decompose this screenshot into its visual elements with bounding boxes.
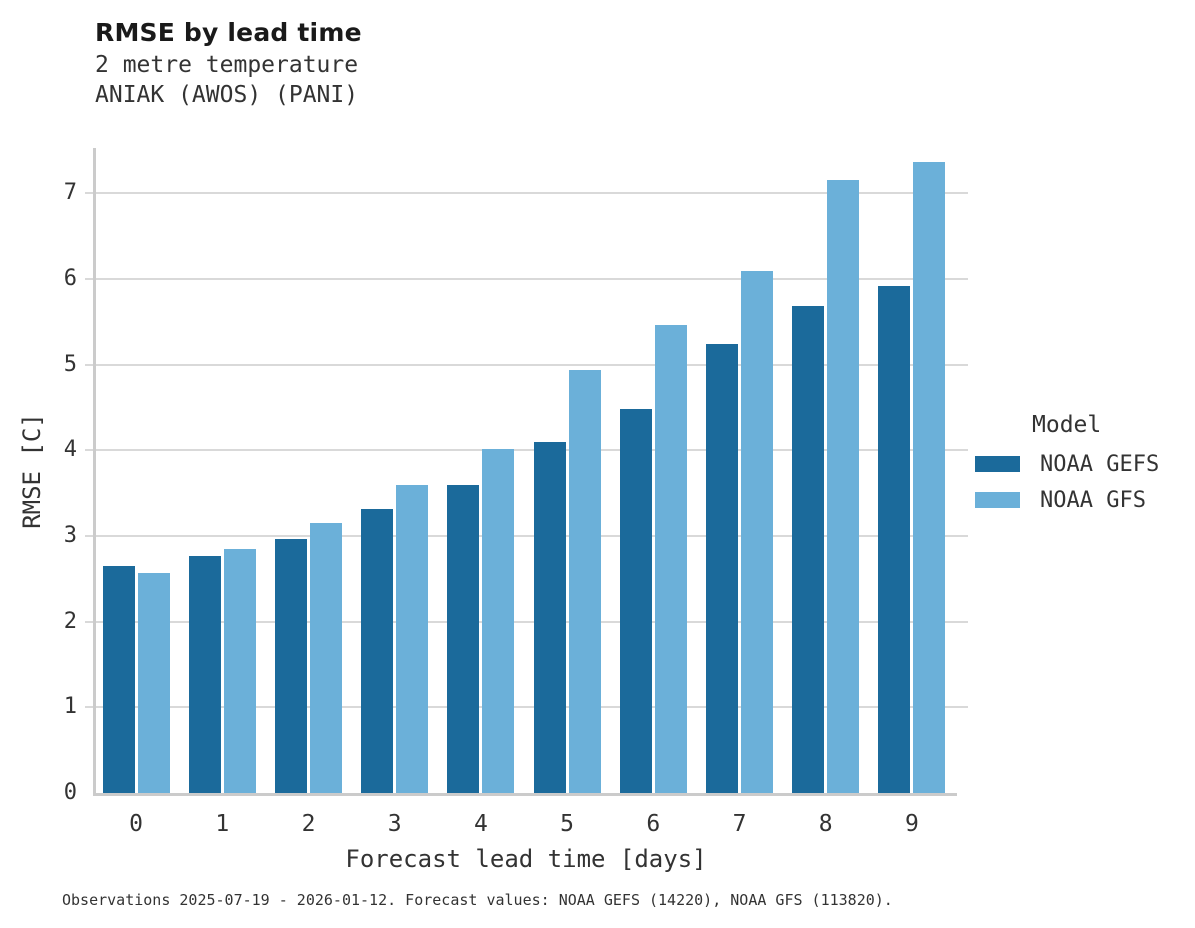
chart-subtitle-station: ANIAK (AWOS) (PANI): [95, 82, 359, 108]
chart-subtitle-variable: 2 metre temperature: [95, 52, 359, 78]
x-tick-label: 3: [387, 811, 402, 837]
legend-entry-noaa-gfs: NOAA GFS: [975, 487, 1190, 513]
caption: Observations 2025-07-19 - 2026-01-12. Fo…: [62, 891, 893, 909]
x-axis-label: Forecast lead time [days]: [345, 845, 707, 873]
gridline: [85, 706, 968, 709]
x-tick-label: 6: [646, 811, 661, 837]
bar-noaa-gfs: [568, 369, 601, 793]
x-tick-label: 9: [904, 811, 919, 837]
bar-noaa-gfs: [482, 448, 515, 793]
bar-noaa-gefs: [533, 441, 566, 793]
gridline: [85, 278, 968, 281]
bar-noaa-gfs: [223, 548, 256, 793]
bar-noaa-gfs: [310, 523, 342, 793]
gridline: [85, 192, 968, 195]
bar-noaa-gfs: [827, 179, 860, 793]
bar-noaa-gefs: [447, 484, 480, 793]
y-axis-spine: [93, 148, 96, 796]
bar-noaa-gefs: [188, 555, 221, 793]
y-tick-label: 1: [63, 694, 77, 720]
x-tick-label: 0: [129, 811, 144, 837]
x-tick-label: 2: [301, 811, 316, 837]
bar-noaa-gfs: [137, 572, 170, 793]
chart-title: RMSE by lead time: [95, 18, 362, 47]
x-axis-spine: [93, 793, 957, 796]
bar-noaa-gfs: [741, 270, 773, 793]
y-tick-label: 5: [63, 351, 77, 377]
x-tick-label: 1: [215, 811, 230, 837]
bar-noaa-gefs: [275, 539, 307, 793]
legend-swatch-gfs-icon: [975, 492, 1020, 508]
x-tick-label: 8: [818, 811, 833, 837]
bar-noaa-gfs: [654, 325, 687, 793]
bar-noaa-gfs: [396, 484, 429, 793]
gridline: [85, 620, 968, 623]
bar-noaa-gefs: [706, 344, 738, 793]
x-tick-label: 4: [473, 811, 488, 837]
x-tick-label: 7: [732, 811, 747, 837]
bar-noaa-gefs: [102, 566, 135, 793]
legend-swatch-gefs-icon: [975, 456, 1020, 472]
bar-noaa-gefs: [619, 409, 652, 793]
legend-label-gefs: NOAA GEFS: [1040, 451, 1160, 477]
y-tick-label: 4: [63, 437, 77, 463]
legend-title: Model: [1032, 412, 1102, 438]
bar-noaa-gfs: [913, 161, 946, 793]
y-tick-label: 3: [63, 523, 77, 549]
bar-noaa-gefs: [361, 509, 394, 793]
y-tick-label: 0: [63, 780, 77, 805]
y-tick-label: 7: [63, 180, 77, 206]
legend: Model NOAA GEFS NOAA GFS: [975, 412, 1190, 524]
gridline: [85, 449, 968, 452]
y-tick-label: 6: [63, 266, 77, 292]
bar-noaa-gefs: [878, 285, 911, 793]
bar-noaa-gefs: [792, 306, 825, 793]
gridline: [85, 363, 968, 366]
gridline: [85, 535, 968, 538]
plot-area: 0 1 2 3 4 5 6 7 0 1 2 3 4 5 6 7 8 9: [64, 148, 968, 837]
legend-label-gfs: NOAA GFS: [1040, 487, 1146, 513]
y-tick-label: 2: [63, 608, 77, 634]
x-tick-label: 5: [560, 811, 575, 837]
legend-entry-noaa-gefs: NOAA GEFS: [975, 451, 1190, 477]
